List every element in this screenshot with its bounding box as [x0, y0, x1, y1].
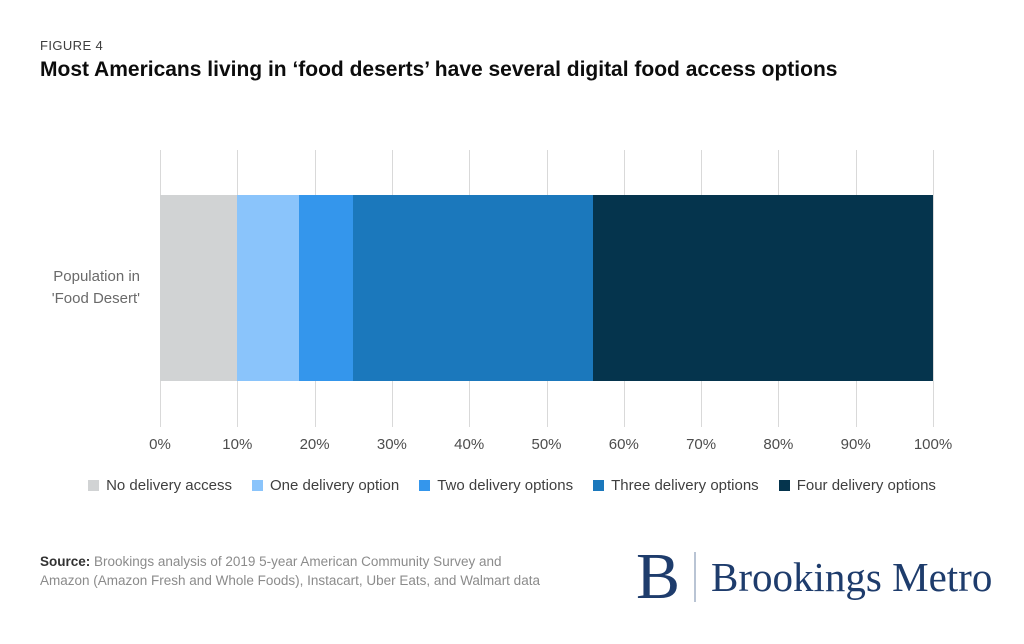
plot-area	[160, 150, 934, 427]
legend-label: One delivery option	[269, 477, 400, 494]
logo-divider	[694, 552, 697, 602]
logo-wordmark: Brookings Metro	[711, 553, 993, 600]
y-category-label-line2: 'Food Desert'	[51, 290, 140, 307]
legend-swatch-icon	[419, 480, 431, 491]
source-text-line2: Amazon (Amazon Fresh and Whole Foods), I…	[40, 573, 540, 588]
legend-swatch-icon	[88, 480, 100, 491]
x-tick-label: 10%	[222, 436, 253, 453]
legend-item-one-delivery-option: One delivery option	[251, 477, 400, 494]
source-label: Source:	[40, 554, 91, 569]
x-tick-label: 100%	[913, 436, 953, 453]
figure-label: FIGURE 4	[40, 38, 104, 53]
stacked-bar	[160, 195, 933, 381]
legend-label: No delivery access	[106, 477, 232, 494]
x-tick-label: 70%	[686, 436, 717, 453]
x-axis-tick-row: 0% 10% 20% 30% 40% 50% 60% 70% 80% 90% 100%	[149, 436, 952, 456]
legend-item-three-delivery-options: Three delivery options	[593, 477, 759, 494]
gridline	[933, 150, 934, 427]
bar-segment-two-delivery-options	[299, 195, 354, 381]
legend-label: Four delivery options	[796, 477, 936, 494]
bar-segment-three-delivery-options	[353, 195, 593, 381]
legend-item-four-delivery-options: Four delivery options	[778, 477, 936, 494]
y-category-label-line1: Population in	[53, 268, 140, 285]
legend-item-no-delivery-access: No delivery access	[88, 477, 232, 494]
legend-swatch-icon	[251, 480, 263, 491]
legend-item-two-delivery-options: Two delivery options	[419, 477, 573, 494]
x-tick-label: 80%	[763, 436, 794, 453]
bar-segment-no-delivery-access	[160, 195, 238, 381]
x-tick-label: 50%	[531, 436, 562, 453]
x-tick-label: 0%	[149, 436, 171, 453]
x-tick-label: 60%	[608, 436, 639, 453]
source-note: Source: Brookings analysis of 2019 5-yea…	[40, 552, 600, 590]
source-text-line1: Brookings analysis of 2019 5-year Americ…	[94, 554, 502, 569]
bar-segment-four-delivery-options	[592, 195, 933, 381]
x-tick-label: 40%	[454, 436, 485, 453]
chart-title: Most Americans living in ‘food deserts’ …	[40, 58, 838, 81]
y-category-label: Population in 'Food Desert'	[20, 266, 140, 310]
legend-swatch-icon	[593, 480, 605, 491]
bar-segment-one-delivery-option	[237, 195, 300, 381]
chart-legend: No delivery access One delivery option Two…	[0, 477, 1024, 494]
x-tick-label: 30%	[376, 436, 407, 453]
legend-swatch-icon	[778, 480, 790, 491]
x-tick-label: 20%	[299, 436, 330, 453]
legend-label: Three delivery options	[611, 477, 759, 494]
brookings-b-logo-icon: B	[636, 540, 681, 613]
x-tick-label: 90%	[840, 436, 871, 453]
brookings-metro-logo: B Brookings Metro	[636, 540, 993, 613]
legend-label: Two delivery options	[437, 477, 574, 494]
